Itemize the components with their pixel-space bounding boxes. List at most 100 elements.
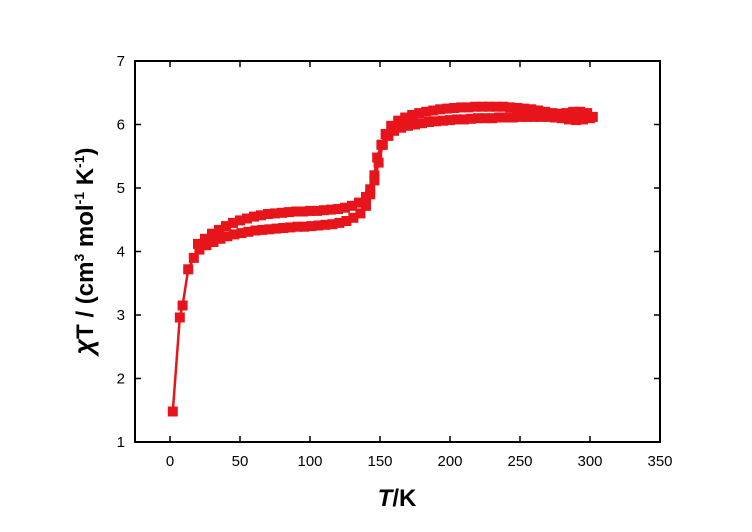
data-point xyxy=(333,204,343,214)
data-point xyxy=(407,110,418,120)
data-point xyxy=(271,223,282,234)
y-tick-label: 6 xyxy=(117,117,125,134)
data-point xyxy=(522,111,532,122)
data-point xyxy=(369,175,380,186)
data-point xyxy=(526,104,537,115)
plot-area xyxy=(167,101,598,417)
x-tick-label: 250 xyxy=(507,453,532,470)
data-point xyxy=(561,108,572,119)
x-tick-label: 100 xyxy=(297,453,322,470)
data-point xyxy=(285,222,296,233)
data-point xyxy=(449,103,460,113)
data-point xyxy=(547,108,558,119)
y-axis-title-sup1: 3 xyxy=(71,254,87,262)
data-point xyxy=(498,101,509,112)
data-point xyxy=(564,114,574,125)
data-point xyxy=(292,221,303,232)
data-point xyxy=(334,217,345,228)
data-point xyxy=(540,106,551,117)
x-tick-label: 200 xyxy=(437,453,462,470)
data-point xyxy=(442,103,453,114)
y-tick-label: 3 xyxy=(117,307,125,324)
data-point xyxy=(319,205,329,216)
data-point xyxy=(208,237,219,247)
data-point xyxy=(222,231,233,242)
data-point xyxy=(554,108,565,119)
data-point xyxy=(533,105,544,116)
data-point xyxy=(249,211,259,222)
x-tick-label: 300 xyxy=(577,453,602,470)
data-point xyxy=(403,120,413,131)
data-point xyxy=(250,225,261,236)
data-point xyxy=(484,101,495,112)
data-point xyxy=(320,219,331,230)
data-point xyxy=(431,116,441,127)
data-point xyxy=(348,212,359,223)
data-point xyxy=(491,101,502,112)
data-point xyxy=(277,207,287,218)
data-point xyxy=(256,210,266,221)
data-point xyxy=(215,233,226,244)
data-point xyxy=(236,228,247,239)
tick-marks: 0 50 100 150 200 250 300 350 1 2 3 4 5 6 7 xyxy=(117,53,673,470)
y-axis-title-part2: mol xyxy=(72,204,99,253)
data-point xyxy=(365,184,376,195)
x-tick-label: 50 xyxy=(232,453,249,470)
y-tick-label: 5 xyxy=(117,180,125,197)
data-point xyxy=(456,102,467,113)
data-point xyxy=(470,101,481,112)
data-point xyxy=(235,215,245,226)
data-point xyxy=(372,152,383,163)
data-point xyxy=(445,115,455,126)
data-point xyxy=(354,197,364,208)
y-tick-label: 1 xyxy=(117,434,125,451)
y-axis-title-part3: K xyxy=(72,167,99,192)
data-point xyxy=(466,113,476,124)
data-point xyxy=(414,108,425,119)
data-point xyxy=(529,111,539,122)
data-point xyxy=(201,240,212,251)
x-axis-title-unit: /K xyxy=(392,485,417,512)
data-point xyxy=(193,238,203,249)
data-point xyxy=(435,104,446,115)
y-tick-label: 7 xyxy=(117,53,125,70)
data-point xyxy=(299,221,310,232)
data-point xyxy=(369,170,380,181)
data-point xyxy=(393,115,404,126)
data-point xyxy=(347,200,357,211)
data-point xyxy=(200,233,210,244)
data-point xyxy=(242,213,252,224)
data-point xyxy=(194,244,205,255)
data-point xyxy=(221,221,231,232)
data-point xyxy=(571,115,581,126)
data-point xyxy=(284,207,294,218)
x-axis-title-italic: T xyxy=(378,485,395,512)
data-point xyxy=(167,406,178,417)
data-point xyxy=(477,101,488,112)
y-axis-title-chi: χ xyxy=(69,338,99,358)
data-point xyxy=(438,115,448,126)
data-point xyxy=(487,113,497,124)
data-point xyxy=(494,112,504,123)
data-point xyxy=(291,206,301,217)
data-point xyxy=(361,191,371,202)
data-point xyxy=(214,224,224,235)
data-point xyxy=(263,209,273,219)
data-point xyxy=(505,102,516,113)
x-tick-label: 150 xyxy=(367,453,392,470)
data-point xyxy=(327,219,338,230)
data-point xyxy=(177,300,188,311)
data-point xyxy=(410,119,420,130)
data-point xyxy=(312,205,322,216)
data-point xyxy=(578,114,588,125)
data-point xyxy=(519,103,530,114)
data-point xyxy=(400,112,411,123)
data-point xyxy=(298,206,308,217)
data-point xyxy=(508,112,518,123)
data-point xyxy=(575,106,586,117)
data-point xyxy=(326,204,336,215)
data-point xyxy=(229,229,240,240)
data-point xyxy=(278,223,289,233)
y-tick-label: 2 xyxy=(117,371,125,388)
